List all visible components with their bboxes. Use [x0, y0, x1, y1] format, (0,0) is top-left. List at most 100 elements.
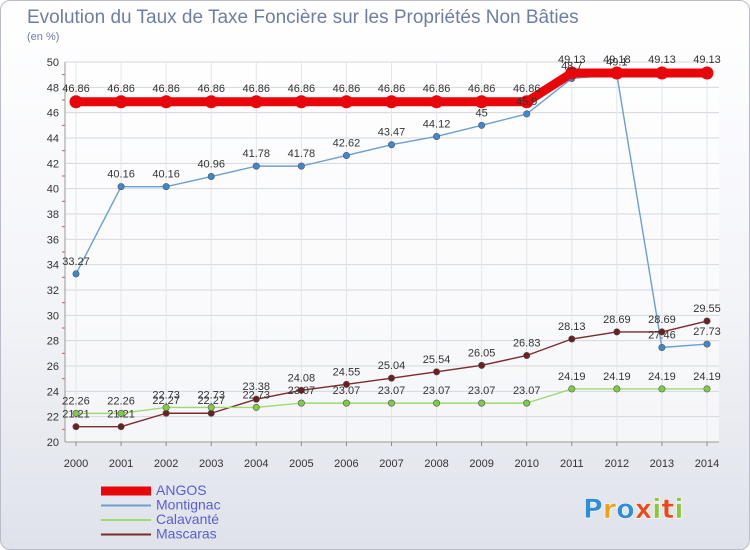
- logo-letter: i: [674, 494, 683, 525]
- y-tick-label: 38: [47, 209, 59, 221]
- data-label: 22.26: [107, 395, 135, 407]
- x-tick-label: 2004: [244, 458, 268, 470]
- data-point: [252, 403, 260, 411]
- data-point: [385, 95, 398, 109]
- data-point: [523, 399, 531, 407]
- x-tick-label: 2014: [695, 458, 719, 470]
- data-point: [207, 403, 215, 411]
- data-label: 21.21: [62, 409, 90, 421]
- data-label: 33.27: [62, 256, 90, 268]
- data-label: 26.05: [468, 347, 496, 359]
- data-point: [204, 95, 218, 109]
- chart-title: Evolution du Taux de Taxe Foncière sur l…: [27, 7, 579, 28]
- legend-label: ANGOS: [156, 482, 207, 498]
- data-label: 24.08: [288, 372, 316, 384]
- data-point: [520, 95, 534, 109]
- logo-letter: r: [603, 494, 617, 525]
- logo-letter: i: [652, 494, 661, 525]
- data-point: [297, 399, 305, 407]
- data-label: 45.9: [516, 96, 537, 108]
- legend-label: Mascaras: [156, 526, 217, 542]
- y-tick-label: 46: [47, 108, 59, 120]
- data-point: [252, 395, 260, 403]
- logo-letter: t: [661, 494, 674, 525]
- data-point: [207, 173, 215, 181]
- data-label: 21.21: [107, 409, 135, 421]
- logo-letter: x: [635, 494, 652, 525]
- data-point: [703, 317, 711, 325]
- data-label: 46.86: [243, 83, 271, 95]
- data-point: [433, 132, 441, 140]
- data-label: 41.78: [288, 148, 316, 160]
- x-tick-label: 2003: [199, 458, 223, 470]
- data-label: 22.73: [152, 389, 180, 401]
- data-label: 22.73: [197, 389, 225, 401]
- y-tick-label: 50: [47, 57, 59, 69]
- logo-letter: P: [583, 494, 603, 525]
- data-point: [162, 183, 170, 191]
- x-tick-label: 2010: [514, 458, 538, 470]
- data-label: 24.19: [648, 371, 676, 383]
- y-tick-label: 30: [47, 310, 59, 322]
- data-label: 23.07: [333, 385, 361, 397]
- data-label: 48.7: [561, 60, 582, 72]
- data-point: [294, 95, 308, 109]
- data-label: 46.86: [107, 83, 135, 95]
- x-tick-label: 2005: [289, 458, 313, 470]
- y-tick-label: 44: [47, 133, 59, 145]
- data-label: 23.07: [513, 385, 541, 397]
- data-label: 41.78: [243, 148, 271, 160]
- series-points: [69, 66, 714, 431]
- x-tick-label: 2007: [379, 458, 403, 470]
- y-tick-label: 28: [47, 336, 59, 348]
- y-tick-label: 32: [47, 285, 59, 297]
- data-label: 46.86: [197, 83, 225, 95]
- data-label: 24.19: [558, 371, 586, 383]
- data-label: 49.18: [603, 54, 631, 66]
- data-point: [297, 162, 305, 170]
- legend-label: Montignac: [156, 497, 221, 513]
- data-label: 23.07: [288, 385, 316, 397]
- data-point: [252, 162, 260, 170]
- y-tick-label: 24: [47, 386, 59, 398]
- x-tick-label: 2000: [64, 458, 88, 470]
- data-point: [159, 95, 173, 109]
- data-point: [610, 66, 624, 80]
- data-point: [297, 386, 305, 394]
- data-point: [72, 409, 80, 417]
- data-label: 25.54: [423, 354, 451, 366]
- data-label: 23.07: [378, 385, 406, 397]
- x-tick-label: 2006: [334, 458, 358, 470]
- data-label: 28.13: [558, 321, 586, 333]
- data-point: [387, 374, 395, 382]
- data-label: 29.55: [693, 303, 721, 315]
- proxiti-logo: Proxiti: [583, 494, 684, 526]
- data-point: [342, 380, 350, 388]
- data-label: 24.19: [693, 371, 721, 383]
- y-tick-label: 26: [47, 361, 59, 373]
- data-label: 24.19: [603, 371, 631, 383]
- data-point: [342, 399, 350, 407]
- data-label: 28.69: [603, 314, 631, 326]
- data-point: [433, 399, 441, 407]
- data-label: 49.13: [648, 54, 676, 66]
- data-label: 23.38: [243, 381, 271, 393]
- data-label: 25.04: [378, 360, 406, 372]
- data-label: 42.62: [333, 137, 361, 149]
- data-point: [568, 335, 576, 343]
- data-point: [565, 66, 579, 80]
- data-label: 44.12: [423, 118, 451, 130]
- data-label: 24.55: [333, 366, 361, 378]
- data-label: 22.26: [62, 395, 90, 407]
- data-label: 46.86: [152, 83, 180, 95]
- data-point: [703, 385, 711, 393]
- data-point: [430, 95, 444, 109]
- data-point: [478, 399, 486, 407]
- data-point: [478, 121, 486, 129]
- data-label: 27.73: [693, 326, 721, 338]
- y-tick-label: 36: [47, 234, 59, 246]
- data-label: 46.86: [333, 83, 361, 95]
- data-point: [655, 66, 669, 80]
